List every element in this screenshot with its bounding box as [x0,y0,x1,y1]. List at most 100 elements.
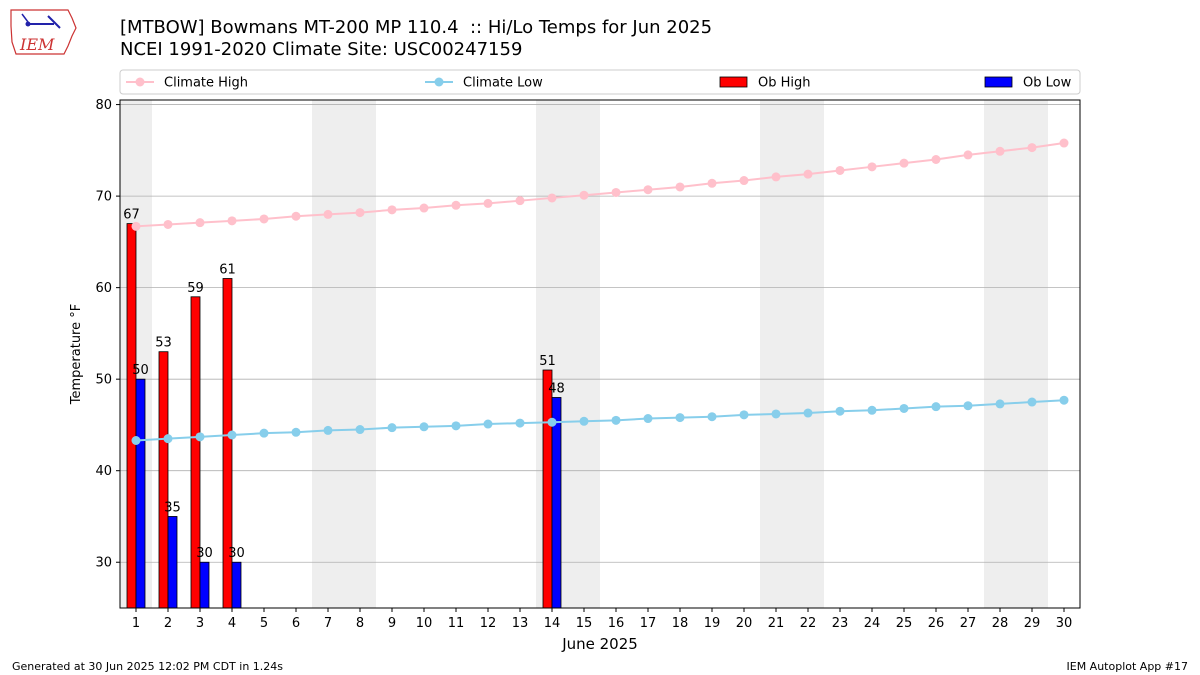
ob-low-bar [167,516,178,609]
climate-high-point [835,165,845,175]
climate-high-point [1027,143,1037,153]
ob-low-bar [199,561,210,609]
x-tick-label: 28 [992,616,1009,631]
weekend-shade [312,100,376,608]
x-tick-label: 14 [544,616,561,631]
legend-ob-high-label: Ob High [758,76,811,91]
x-tick-label: 2 [164,616,172,631]
climate-high-point [899,158,909,168]
x-tick-label: 3 [196,616,204,631]
climate-high-point [707,178,717,188]
y-tick-label: 30 [95,556,112,571]
ob-high-bar [126,223,137,609]
climate-low-point [323,425,333,435]
x-tick-label: 29 [1024,616,1041,631]
climate-high-point [355,208,365,218]
ob-high-value-label: 51 [539,354,556,369]
climate-low-point [963,401,973,411]
climate-high-point [995,146,1005,156]
climate-high-point [323,209,333,219]
climate-high-point [291,211,301,221]
legend-climate-low-marker [434,77,444,87]
climate-low-point [547,417,557,427]
climate-low-point [995,399,1005,409]
y-tick-label: 70 [95,190,112,205]
climate-low-point [1059,395,1069,405]
ob-high-bar [190,296,201,609]
x-tick-label: 30 [1056,616,1073,631]
x-tick-label: 23 [832,616,849,631]
x-tick-label: 12 [480,616,497,631]
ob-low-value-label: 48 [548,381,565,396]
climate-low-point [387,423,397,433]
x-tick-label: 18 [672,616,689,631]
ob-high-bar [158,351,169,609]
ob-high-value-label: 53 [155,336,172,351]
x-tick-label: 6 [292,616,300,631]
climate-low-point [1027,397,1037,407]
y-tick-label: 80 [95,98,112,113]
climate-low-point [355,425,365,435]
ob-low-value-label: 30 [228,546,245,561]
x-axis-label: June 2025 [561,635,638,653]
climate-high-point [451,200,461,210]
y-tick-label: 50 [95,373,112,388]
weekend-shade [984,100,1048,608]
climate-low-point [835,406,845,416]
climate-low-point [515,418,525,428]
climate-high-point [259,214,269,224]
climate-low-point [259,428,269,438]
x-tick-label: 4 [228,616,236,631]
climate-high-point [675,182,685,192]
chart-title-line1: [MTBOW] Bowmans MT-200 MP 110.4 :: Hi/Lo… [120,17,713,38]
x-tick-label: 25 [896,616,913,631]
ob-high-bar [542,369,553,609]
climate-high-point [1059,138,1069,148]
x-tick-label: 8 [356,616,364,631]
climate-high-point [931,154,941,164]
x-tick-label: 22 [800,616,817,631]
climate-high-point [643,185,653,195]
x-tick-label: 5 [260,616,268,631]
plot-frame [119,99,1081,609]
climate-high-point [771,172,781,182]
x-tick-label: 20 [736,616,753,631]
x-tick-label: 13 [512,616,529,631]
climate-low-point [291,427,301,437]
x-tick-label: 16 [608,616,625,631]
ob-low-value-label: 35 [164,500,181,515]
x-tick-label: 19 [704,616,721,631]
y-axis-label: Temperature °F [69,304,84,405]
x-tick-label: 27 [960,616,977,631]
climate-low-point [579,416,589,426]
y-tick-label: 40 [95,464,112,479]
climate-low-point [739,410,749,420]
legend-climate-high-marker [135,77,145,87]
ob-low-bar [135,378,146,609]
legend-climate-high-label: Climate High [164,76,248,91]
x-tick-label: 7 [324,616,332,631]
ob-low-bar [231,561,242,609]
x-tick-label: 21 [768,616,785,631]
climate-high-point [867,162,877,172]
x-tick-label: 9 [388,616,396,631]
climate-low-point [707,412,717,422]
footer-app: IEM Autoplot App #17 [1066,660,1189,673]
climate-low-point [899,403,909,413]
ob-high-value-label: 61 [219,262,236,277]
climate-low-point [227,430,237,440]
logo: IEM [8,6,80,58]
climate-high-point [387,205,397,215]
legend-box [119,69,1081,95]
ob-low-value-label: 30 [196,546,213,561]
climate-high-point [739,176,749,186]
climate-low-line [135,399,1065,442]
climate-low-point [195,432,205,442]
climate-low-point [931,402,941,412]
x-tick-label: 15 [576,616,593,631]
climate-high-line [135,142,1065,228]
x-tick-label: 11 [448,616,465,631]
ob-high-value-label: 59 [187,281,204,296]
climate-high-point [547,193,557,203]
